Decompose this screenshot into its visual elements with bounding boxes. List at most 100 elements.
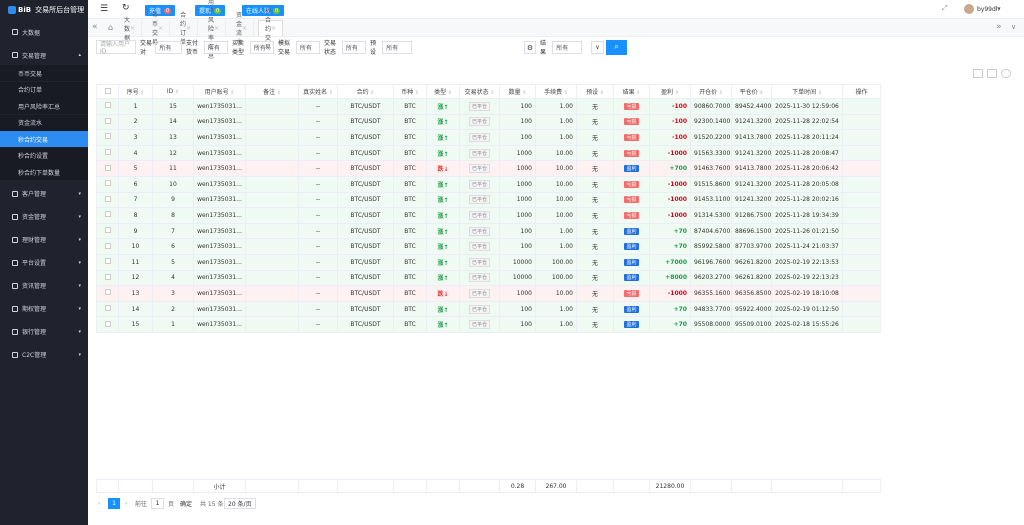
row-checkbox[interactable] — [96, 144, 119, 162]
page-prev[interactable]: ‹ — [98, 500, 101, 507]
column-header[interactable]: 数量 — [499, 84, 536, 99]
tab[interactable]: 资金流水 × — [230, 12, 255, 46]
column-header[interactable]: 交易状态 — [459, 84, 500, 99]
row-checkbox[interactable] — [96, 300, 119, 318]
column-header[interactable]: 备注 — [245, 84, 299, 99]
column-header[interactable]: 合约 — [337, 84, 394, 99]
row-checkbox[interactable] — [96, 160, 119, 177]
tab-close[interactable]: × — [130, 24, 136, 32]
row-checkbox[interactable] — [96, 253, 119, 271]
tab-next[interactable]: » — [996, 22, 1002, 32]
columns-button[interactable] — [973, 69, 983, 78]
tab-prev[interactable]: « — [92, 22, 98, 32]
column-header[interactable]: 真实姓名 — [298, 84, 338, 99]
menu-item[interactable]: 平台设置 ▾ — [0, 253, 88, 273]
goto-input[interactable]: 1 — [151, 498, 164, 509]
column-header[interactable]: 操作 — [842, 84, 881, 99]
row-checkbox[interactable] — [96, 98, 119, 115]
export-button[interactable] — [987, 69, 997, 78]
column-header[interactable]: 类型 — [426, 84, 460, 99]
print-button[interactable] — [1001, 69, 1011, 78]
menu-item[interactable]: 银行管理 ▾ — [0, 322, 88, 342]
tab-close[interactable]: × — [214, 24, 220, 32]
row-checkbox[interactable] — [96, 129, 119, 146]
filter-select[interactable]: 所有 — [382, 40, 413, 54]
submenu-item[interactable]: 用户风险率汇总 — [0, 98, 88, 114]
submenu-item[interactable]: 秒合约交易 — [0, 131, 88, 147]
submenu-item[interactable]: 合约订单 — [0, 81, 88, 98]
page-next[interactable]: › — [125, 500, 128, 507]
column-header[interactable]: 用户账号 — [193, 84, 246, 99]
row-checkbox[interactable] — [96, 175, 119, 193]
submenu-item[interactable]: 秒合约下单数量 — [0, 164, 88, 180]
filter-select[interactable]: 所有 — [203, 40, 229, 54]
row-checkbox[interactable] — [96, 285, 119, 302]
row-checkbox[interactable] — [96, 222, 119, 240]
refresh[interactable]: ↻ — [122, 3, 130, 13]
tab-close[interactable]: × — [271, 25, 277, 32]
page-current[interactable]: 1 — [108, 498, 120, 509]
menu-item[interactable]: 资金管理 ▾ — [0, 207, 88, 227]
filter-select[interactable]: 所有 — [552, 40, 583, 54]
fullscreen[interactable]: ⤢ — [942, 4, 948, 12]
filter-select[interactable]: 所有 — [249, 40, 275, 54]
settings-button[interactable]: ⚙ — [524, 41, 536, 54]
tab[interactable]: 用户风险率汇总 × — [202, 0, 227, 60]
tab[interactable]: 大数据 × — [118, 17, 143, 42]
column-header[interactable]: 开仓价 — [690, 84, 732, 99]
goto-confirm[interactable]: 确定 — [180, 501, 193, 508]
cell: 涨↑ — [426, 98, 460, 115]
filter-select[interactable]: 所有 — [155, 40, 183, 54]
row-checkbox[interactable] — [96, 191, 119, 209]
filter-select[interactable]: 所有 — [341, 40, 367, 54]
submenu-item[interactable]: 资金流水 — [0, 114, 88, 131]
menu-toggle[interactable]: ☰ — [100, 4, 109, 14]
tab-close[interactable]: × — [186, 24, 192, 32]
cell: 亏损 — [613, 113, 650, 131]
column-header[interactable]: 平仓价 — [731, 84, 772, 99]
tab-close[interactable]: × — [158, 24, 164, 32]
submenu-item[interactable]: 币币交易 — [0, 65, 88, 81]
menu-item[interactable]: 资讯管理 ▾ — [0, 276, 88, 296]
menu-item[interactable]: 期权管理 ▾ — [0, 299, 88, 319]
top-button[interactable]: 充值 0 — [145, 5, 176, 16]
cell: 跌↓ — [426, 160, 460, 177]
menu-item[interactable]: C2C管理 ▾ — [0, 345, 88, 365]
avatar[interactable] — [964, 4, 974, 14]
menu-item[interactable]: 客户管理 ▾ — [0, 184, 88, 204]
tab-home[interactable]: ⌂ — [108, 23, 114, 32]
tab[interactable]: 合约订单 × — [174, 12, 199, 46]
page-size[interactable]: 20 条/页 — [224, 498, 256, 509]
column-header[interactable]: 币种 — [393, 84, 427, 99]
submenu-item[interactable]: 秒合约设置 — [0, 147, 88, 164]
username[interactable]: by99dh — [977, 6, 1000, 13]
menu-item[interactable]: 交易管理 ▴ — [0, 45, 88, 65]
column-header[interactable]: 结果 — [613, 84, 650, 99]
row-checkbox[interactable] — [96, 207, 119, 224]
column-header[interactable]: 手续费 — [535, 84, 577, 99]
cell-text: -- — [315, 289, 321, 297]
top-button[interactable]: 提现 0 — [195, 5, 226, 16]
row-checkbox[interactable] — [96, 316, 119, 333]
cell: 盈利 — [613, 238, 650, 255]
menu-item[interactable]: 理财管理 ▾ — [0, 230, 88, 250]
user-id-input[interactable]: 请输入用户ID — [96, 40, 136, 55]
row-checkbox[interactable] — [96, 269, 119, 287]
filter-select[interactable]: 所有 — [295, 40, 321, 54]
tab-menu[interactable]: ∨ — [1011, 23, 1017, 31]
row-checkbox[interactable] — [96, 113, 119, 131]
column-header[interactable]: 序号 — [118, 84, 153, 99]
column-header[interactable]: 预设 — [576, 84, 614, 99]
tab[interactable]: 币币交易 × — [146, 12, 171, 46]
column-header[interactable]: 盈利 — [649, 84, 691, 99]
column-header[interactable]: ID — [152, 84, 194, 99]
top-button[interactable]: 在线人数 0 — [242, 5, 285, 16]
tab-close[interactable]: × — [242, 24, 248, 32]
row-checkbox[interactable] — [96, 238, 119, 255]
menu-item[interactable]: 大数据 — [0, 22, 88, 42]
tab[interactable]: 秒合约交易 × — [258, 8, 284, 51]
column-header[interactable]: 下单时间 — [771, 84, 843, 99]
user-caret[interactable]: ▾ — [998, 6, 1001, 12]
search-button[interactable]: ⌕ — [606, 40, 627, 55]
expand-button[interactable]: ∨ — [591, 41, 604, 54]
